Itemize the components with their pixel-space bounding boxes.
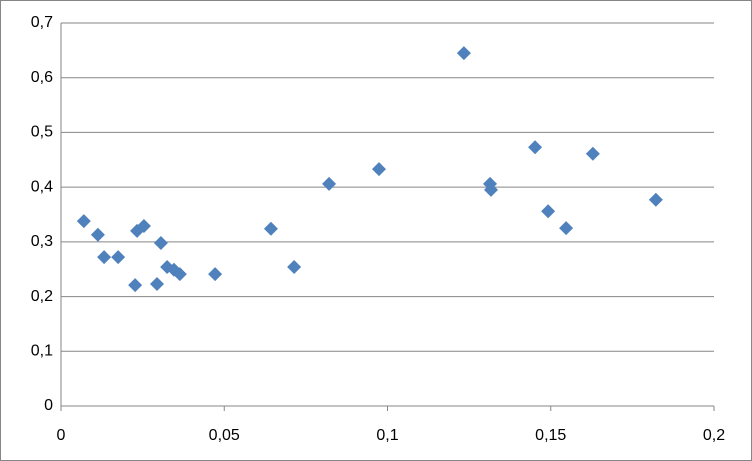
point [322, 176, 337, 191]
point [287, 260, 302, 275]
y-tick-label: 0,3 [31, 233, 53, 250]
point [208, 267, 223, 282]
point [153, 235, 168, 250]
x-tick-label: 0,05 [209, 427, 240, 444]
point [648, 192, 663, 207]
point [484, 182, 499, 197]
point [456, 46, 471, 61]
point [97, 250, 112, 265]
point [263, 221, 278, 236]
point [172, 267, 187, 282]
point [136, 218, 151, 233]
point [111, 250, 126, 265]
point [90, 227, 105, 242]
y-tick-label: 0,5 [31, 124, 53, 141]
y-tick-label: 0,2 [31, 288, 53, 305]
point [541, 204, 556, 219]
point [559, 221, 574, 236]
y-tick-label: 0 [44, 397, 53, 414]
point [128, 278, 143, 293]
point [149, 276, 164, 291]
y-tick-label: 0,6 [31, 69, 53, 86]
x-tick-label: 0,15 [535, 427, 566, 444]
x-tick-label: 0,2 [703, 427, 725, 444]
y-tick-label: 0,7 [31, 14, 53, 31]
x-tick-label: 0,1 [376, 427, 398, 444]
x-tick-label: 0 [57, 427, 66, 444]
point [76, 214, 91, 229]
point [372, 162, 387, 177]
y-tick-label: 0,1 [31, 343, 53, 360]
point [528, 140, 543, 155]
y-tick-label: 0,4 [31, 178, 53, 195]
point [585, 146, 600, 161]
